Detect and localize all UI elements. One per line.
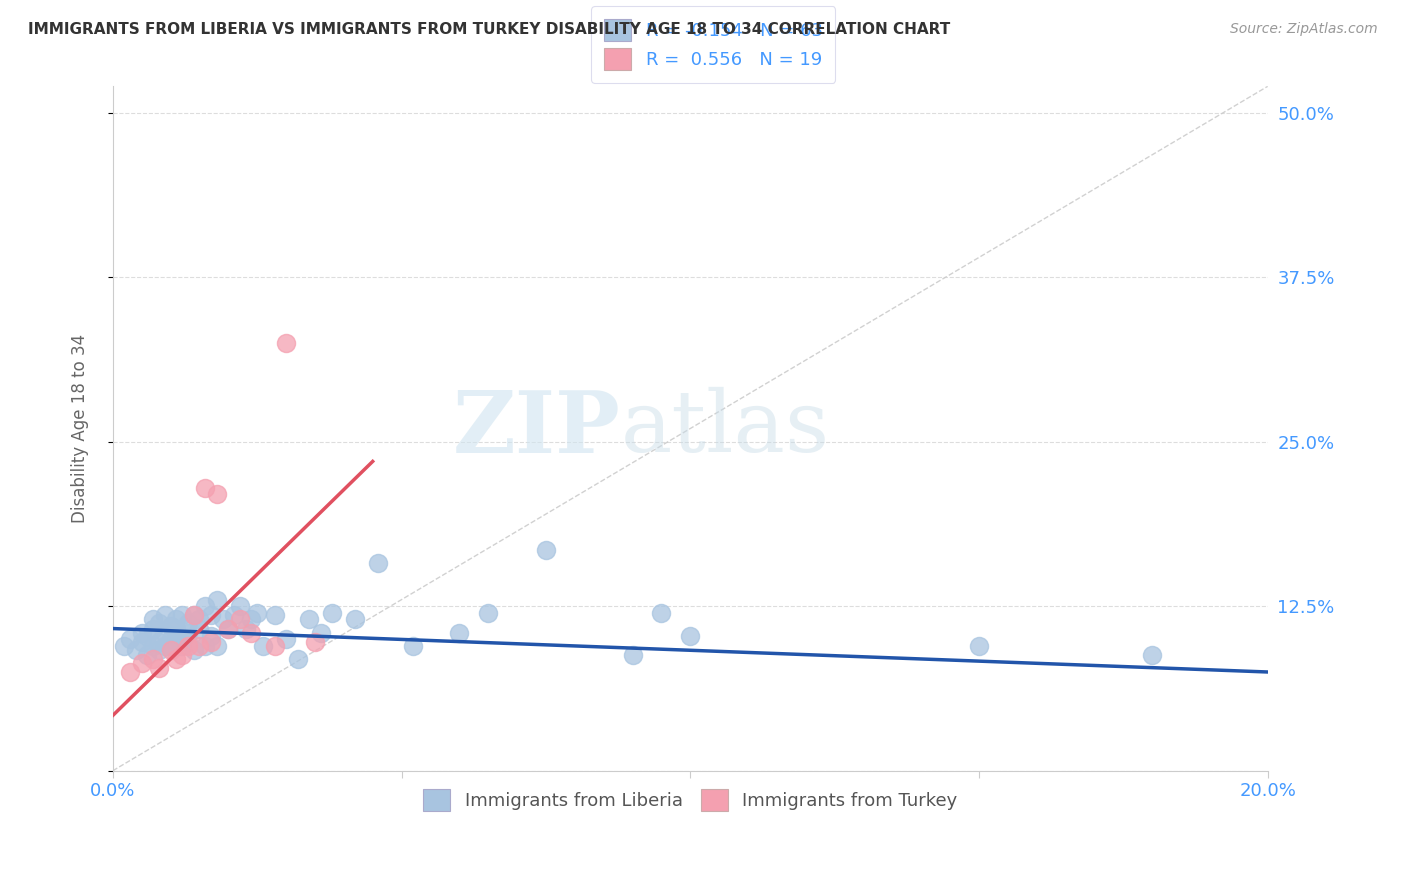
Point [211, 612, 233, 626]
Point [148, 642, 170, 657]
Point [274, 632, 297, 646]
Point [224, 608, 246, 623]
Point [263, 639, 285, 653]
Point [159, 639, 181, 653]
Point [240, 625, 263, 640]
Point [142, 652, 165, 666]
Point [1140, 648, 1163, 662]
Point [477, 606, 499, 620]
Point [131, 656, 153, 670]
Text: IMMIGRANTS FROM LIBERIA VS IMMIGRANTS FROM TURKEY DISABILITY AGE 18 TO 34 CORREL: IMMIGRANTS FROM LIBERIA VS IMMIGRANTS FR… [28, 22, 950, 37]
Point [172, 648, 194, 662]
Point [217, 622, 239, 636]
Point [309, 625, 332, 640]
Point [304, 634, 326, 648]
Point [194, 639, 217, 653]
Point [287, 652, 309, 666]
Point [367, 556, 389, 570]
Point [142, 612, 165, 626]
Point [153, 608, 176, 623]
Point [120, 632, 142, 646]
Point [136, 630, 159, 644]
Legend: Immigrants from Liberia, Immigrants from Turkey: Immigrants from Liberia, Immigrants from… [411, 776, 970, 823]
Point [131, 625, 153, 640]
Point [205, 592, 228, 607]
Point [153, 625, 176, 640]
Point [252, 639, 274, 653]
Point [344, 612, 367, 626]
Point [229, 612, 252, 626]
Point [172, 632, 194, 646]
Point [188, 639, 211, 653]
Point [200, 630, 222, 644]
Point [159, 632, 181, 646]
Point [148, 616, 170, 631]
Point [165, 630, 187, 644]
Point [125, 642, 148, 657]
Point [183, 642, 205, 657]
Text: atlas: atlas [621, 387, 830, 470]
Point [177, 616, 200, 631]
Point [142, 639, 165, 653]
Point [200, 608, 222, 623]
Point [153, 639, 176, 653]
Point [183, 608, 205, 623]
Point [217, 622, 239, 636]
Point [136, 648, 159, 662]
Point [159, 642, 181, 657]
Point [449, 625, 471, 640]
Point [148, 634, 170, 648]
Point [142, 622, 165, 636]
Y-axis label: Disability Age 18 to 34: Disability Age 18 to 34 [72, 334, 89, 523]
Point [967, 639, 990, 653]
Point [177, 639, 200, 653]
Point [172, 639, 194, 653]
Point [183, 608, 205, 623]
Point [172, 608, 194, 623]
Point [177, 625, 200, 640]
Point [274, 336, 297, 351]
Point [131, 634, 153, 648]
Point [148, 661, 170, 675]
Point [194, 481, 217, 495]
Text: ZIP: ZIP [453, 386, 621, 470]
Point [650, 606, 672, 620]
Point [177, 634, 200, 648]
Point [120, 665, 142, 679]
Point [229, 599, 252, 614]
Point [188, 612, 211, 626]
Point [112, 639, 135, 653]
Point [298, 612, 321, 626]
Text: Source: ZipAtlas.com: Source: ZipAtlas.com [1230, 22, 1378, 37]
Point [240, 612, 263, 626]
Point [321, 606, 343, 620]
Point [165, 652, 187, 666]
Point [534, 542, 557, 557]
Point [402, 639, 425, 653]
Point [235, 622, 257, 636]
Point [165, 612, 187, 626]
Point [679, 630, 702, 644]
Point [188, 622, 211, 636]
Point [194, 599, 217, 614]
Point [200, 634, 222, 648]
Point [263, 608, 285, 623]
Point [246, 606, 269, 620]
Point [159, 619, 181, 633]
Point [621, 648, 644, 662]
Point [205, 487, 228, 501]
Point [165, 622, 187, 636]
Point [205, 639, 228, 653]
